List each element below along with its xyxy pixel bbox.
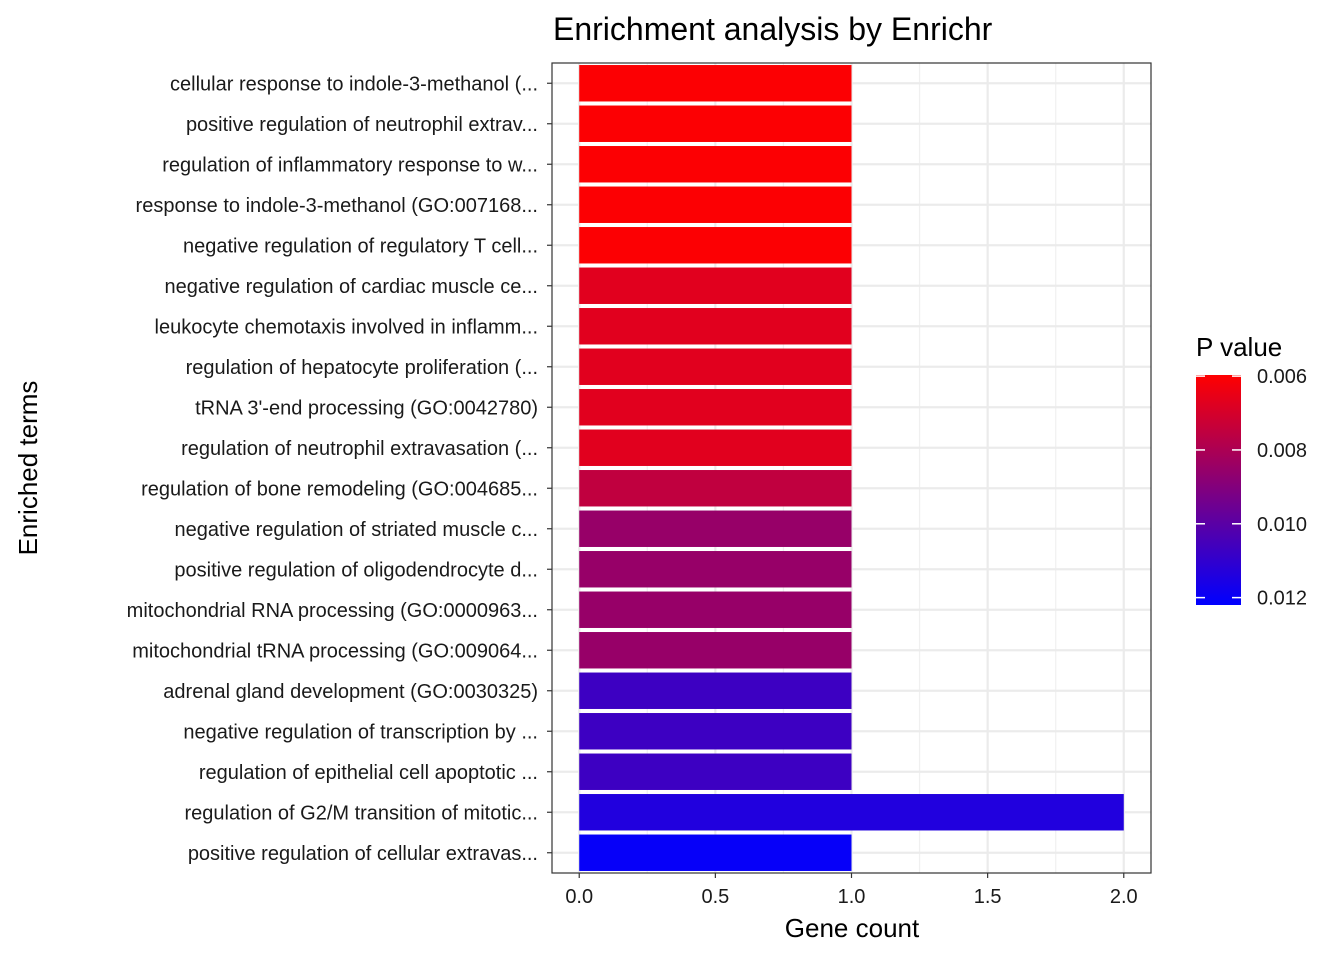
y-tick-label: negative regulation of transcription by …	[183, 721, 538, 743]
y-tick-label: negative regulation of regulatory T cell…	[183, 235, 538, 257]
bar	[579, 389, 852, 426]
y-tick-label: cellular response to indole-3-methanol (…	[170, 73, 538, 95]
legend-colorbar	[1196, 375, 1241, 605]
legend-title: P value	[1196, 332, 1282, 362]
bar	[579, 632, 852, 669]
x-tick-label: 0.0	[565, 886, 593, 908]
legend-ticks: 0.006 0.008 0.010 0.012	[1196, 366, 1307, 610]
x-tick-label: 1.5	[974, 886, 1002, 908]
bar	[579, 713, 852, 750]
y-tick-label: tRNA 3'-end processing (GO:0042780)	[195, 397, 538, 419]
y-tick-label: response to indole-3-methanol (GO:007168…	[136, 195, 538, 217]
y-axis-title: Enriched terms	[13, 381, 43, 556]
y-tick-label: leukocyte chemotaxis involved in inflamm…	[155, 316, 539, 338]
bar	[579, 794, 1124, 831]
legend-tick-label: 0.008	[1257, 440, 1307, 462]
y-tick-label: negative regulation of cardiac muscle ce…	[164, 276, 538, 298]
x-axis-title: Gene count	[785, 913, 920, 943]
bar	[579, 308, 852, 345]
bar	[579, 146, 852, 183]
bar	[579, 348, 852, 385]
x-tick-label: 2.0	[1110, 886, 1138, 908]
y-tick-label: mitochondrial RNA processing (GO:0000963…	[127, 600, 538, 622]
x-tick-label: 1.0	[838, 886, 866, 908]
bar	[579, 753, 852, 790]
y-tick-label: regulation of neutrophil extravasation (…	[181, 438, 538, 460]
y-tick-label: mitochondrial tRNA processing (GO:009064…	[132, 640, 538, 662]
y-tick-label: positive regulation of cellular extravas…	[188, 843, 538, 865]
bar	[579, 591, 852, 628]
legend-tick-label: 0.012	[1257, 588, 1307, 610]
bar	[579, 227, 852, 264]
bar	[579, 65, 852, 102]
y-tick-label: regulation of G2/M transition of mitotic…	[185, 802, 539, 824]
y-tick-label: positive regulation of neutrophil extrav…	[186, 114, 538, 136]
legend: P value 0.006 0.008 0.010 0.012	[1196, 332, 1307, 610]
bar	[579, 429, 852, 466]
y-axis-ticks: cellular response to indole-3-methanol (…	[127, 73, 552, 865]
y-tick-label: negative regulation of striated muscle c…	[174, 519, 538, 541]
y-tick-label: regulation of epithelial cell apoptotic …	[199, 762, 538, 784]
bar	[579, 105, 852, 142]
y-tick-label: regulation of inflammatory response to w…	[162, 154, 538, 176]
y-tick-label: regulation of bone remodeling (GO:004685…	[141, 478, 538, 500]
x-tick-label: 0.5	[701, 886, 729, 908]
x-axis-ticks: 0.0 0.5 1.0 1.5 2.0	[565, 873, 1138, 908]
bar	[579, 267, 852, 304]
bar	[579, 551, 852, 588]
bar	[579, 186, 852, 223]
legend-tick-label: 0.010	[1257, 514, 1307, 536]
y-tick-label: positive regulation of oligodendrocyte d…	[174, 559, 538, 581]
bar	[579, 834, 852, 871]
legend-tick-label: 0.006	[1257, 366, 1307, 388]
y-tick-label: adrenal gland development (GO:0030325)	[163, 681, 538, 703]
bar	[579, 672, 852, 709]
bars	[579, 65, 1124, 871]
bar	[579, 510, 852, 547]
chart-title: Enrichment analysis by Enrichr	[553, 11, 993, 47]
bar	[579, 470, 852, 507]
y-tick-label: regulation of hepatocyte proliferation (…	[186, 357, 538, 379]
